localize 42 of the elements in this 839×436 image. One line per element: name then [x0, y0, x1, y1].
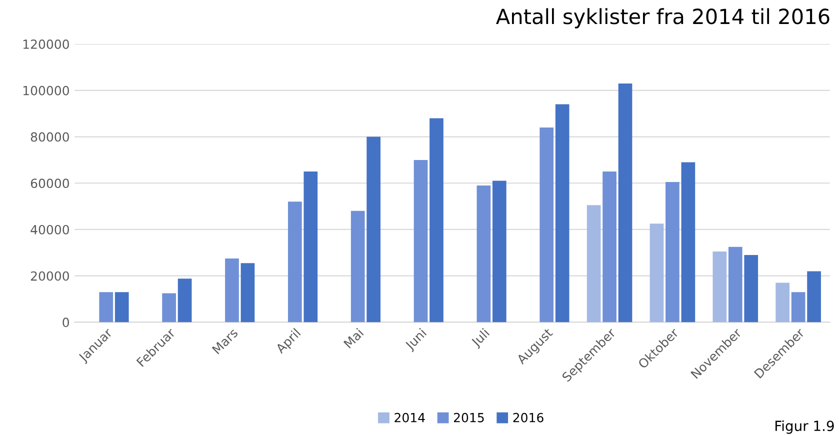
bar	[114, 292, 129, 322]
y-tick-label: 20000	[30, 271, 69, 281]
bar	[712, 252, 727, 322]
bar	[728, 246, 742, 322]
chart-title: Antall syklister fra 2014 til 2016	[496, 8, 830, 28]
legend-label: 2016	[513, 412, 544, 422]
bar	[162, 293, 176, 322]
bar	[586, 205, 601, 322]
bar	[666, 182, 680, 322]
legend-label: 2015	[454, 412, 484, 422]
bar	[776, 282, 790, 322]
bar	[492, 180, 506, 322]
y-tick-label: 80000	[30, 132, 69, 142]
bar	[304, 172, 318, 322]
bar	[178, 278, 192, 322]
bar	[791, 292, 806, 322]
bar	[555, 104, 570, 322]
bar	[650, 224, 664, 322]
x-tick-label: Juli	[470, 328, 492, 350]
bar	[225, 258, 239, 322]
bar	[744, 254, 758, 322]
bar	[807, 271, 821, 322]
text: Figur 1.9	[775, 420, 834, 434]
bar	[602, 172, 616, 322]
bar	[240, 263, 255, 322]
y-tick-label: 100000	[23, 86, 69, 96]
bar	[540, 127, 554, 322]
bar	[366, 136, 380, 322]
bar	[476, 185, 491, 322]
bar	[350, 210, 365, 322]
y-tick-label: 120000	[23, 40, 69, 49]
y-tick-label: 60000	[30, 178, 69, 188]
bar	[99, 292, 114, 322]
bar	[618, 83, 632, 322]
legend-label: 2014	[394, 412, 425, 422]
y-tick-label: 0	[62, 318, 69, 328]
x-tick-label: Mai	[343, 328, 364, 349]
bar	[414, 160, 428, 322]
bar	[288, 202, 302, 322]
y-tick-label: 40000	[30, 224, 69, 234]
bar	[430, 118, 444, 322]
bar	[681, 162, 696, 322]
